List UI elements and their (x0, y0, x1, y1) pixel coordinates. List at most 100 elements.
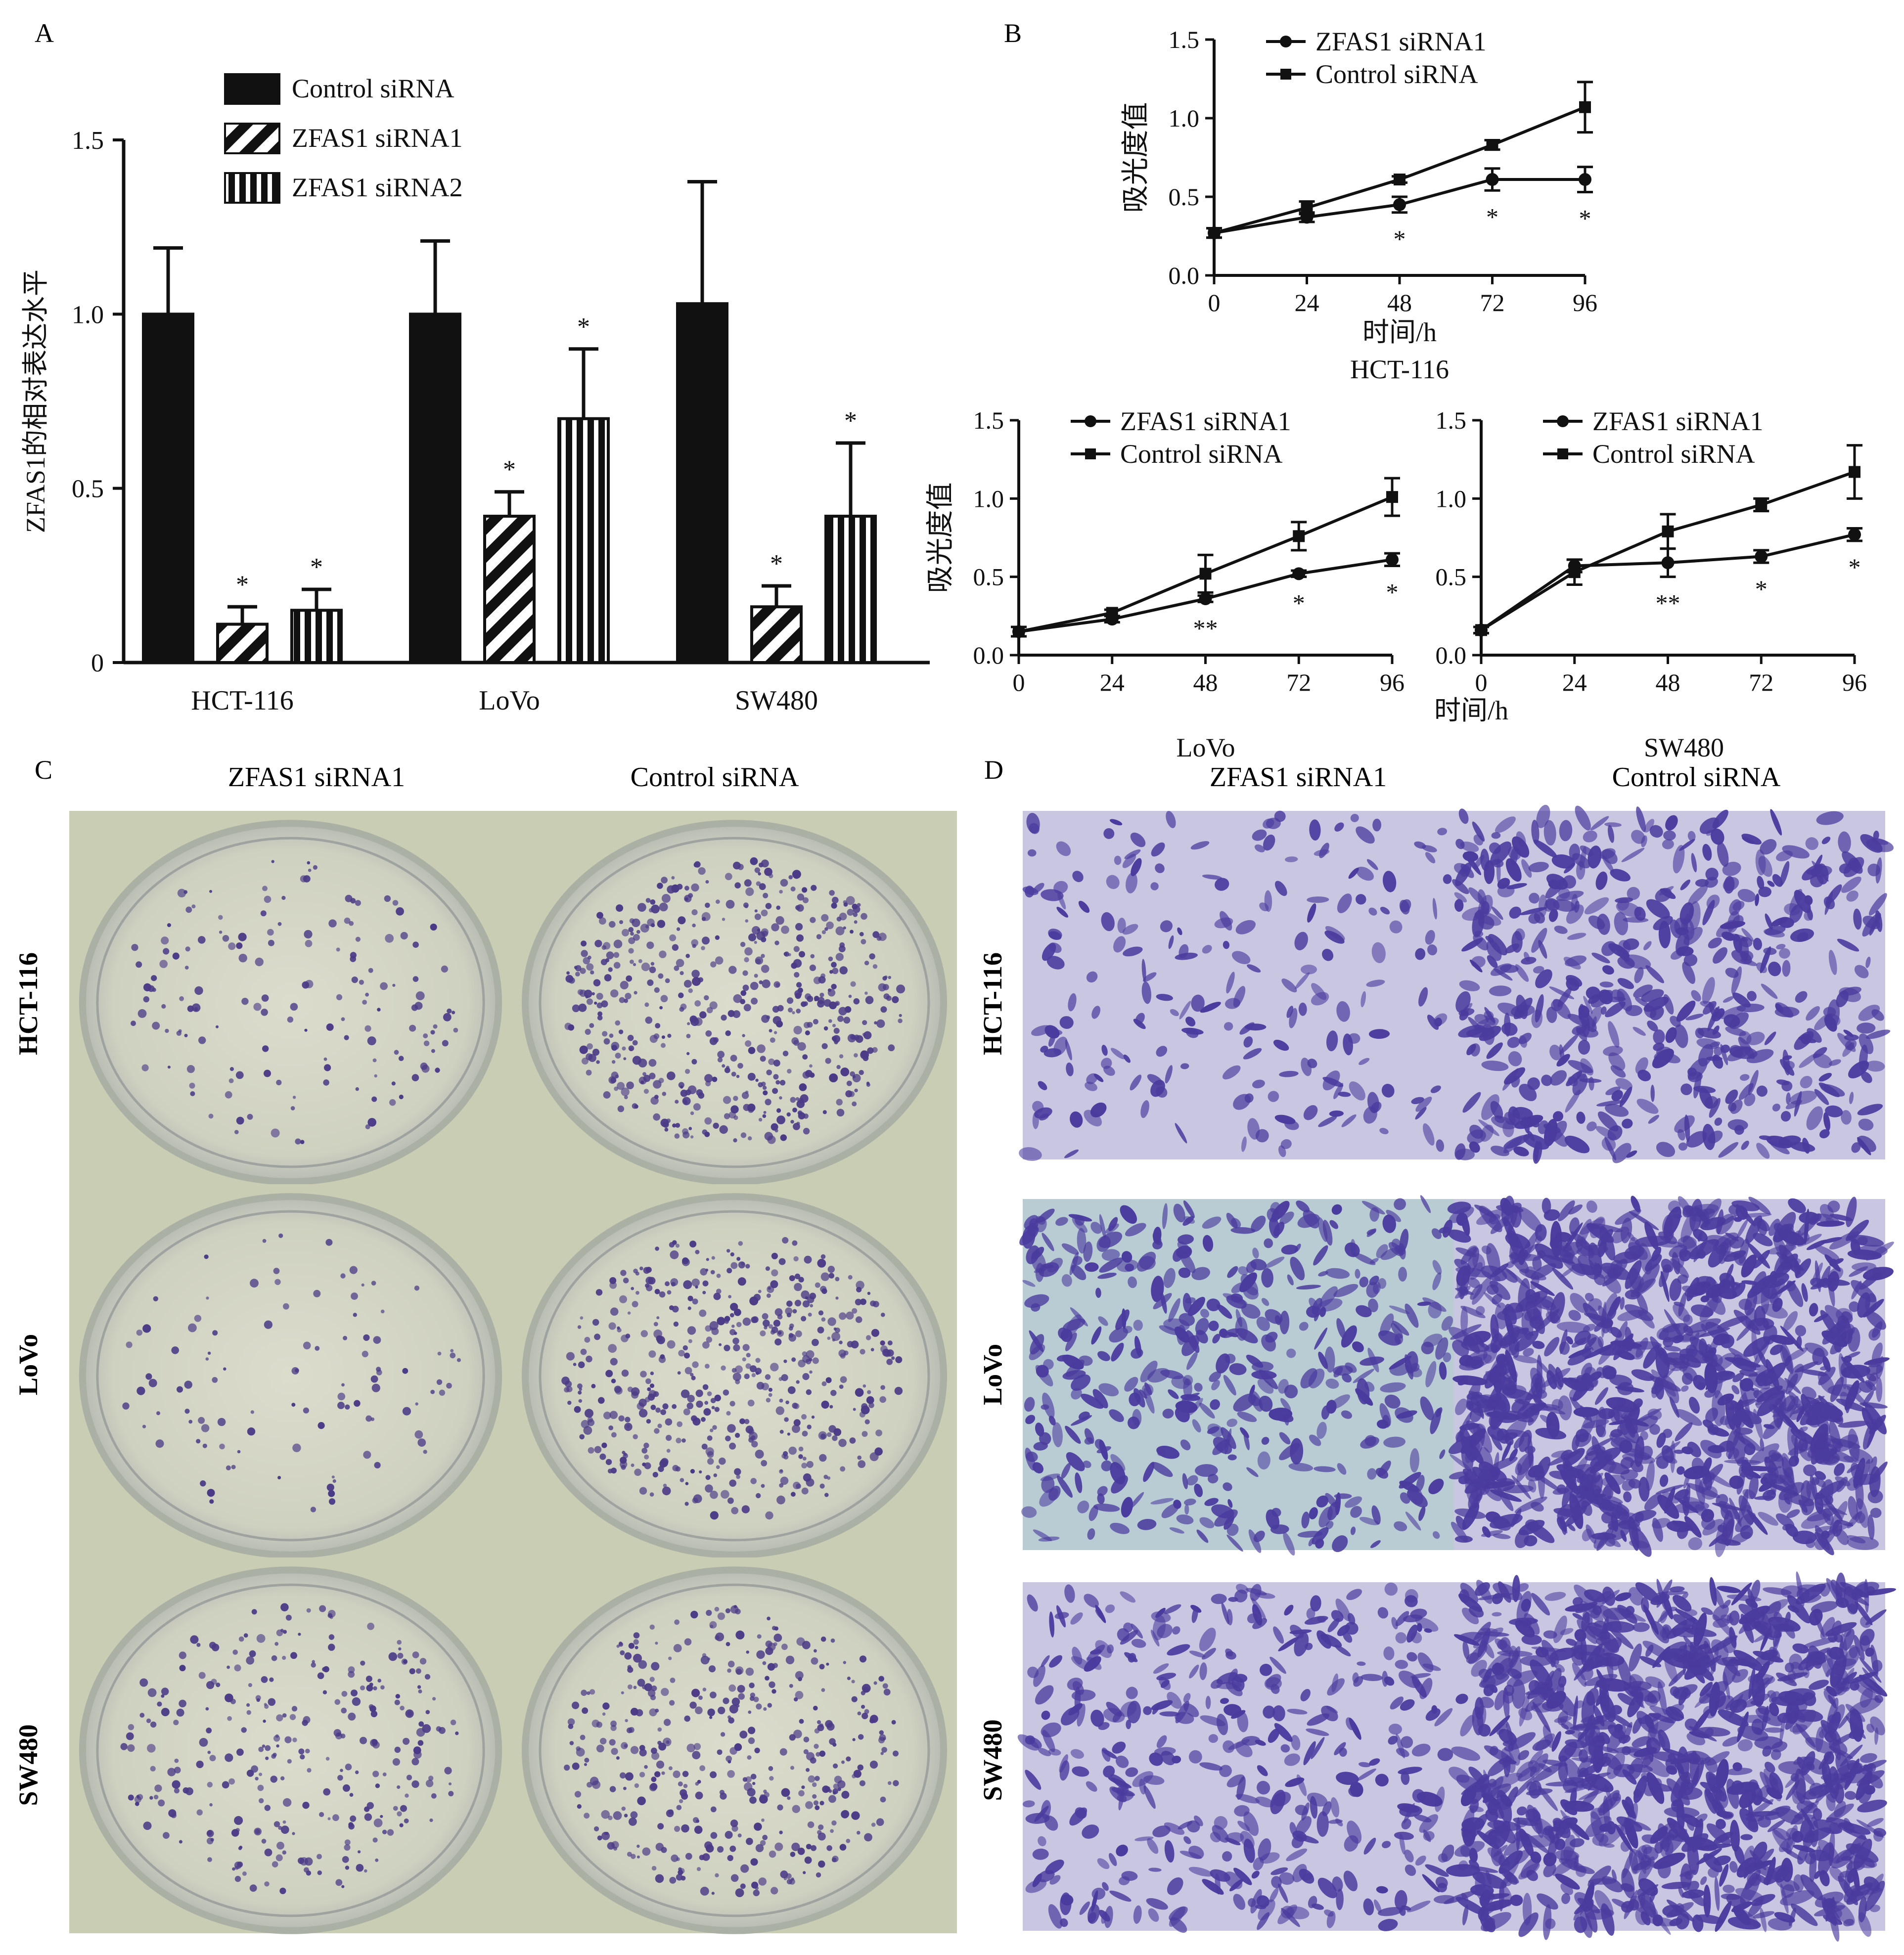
colony-dot (403, 1737, 410, 1745)
colony-dot (612, 1060, 616, 1064)
colony-dot (400, 1805, 407, 1812)
colony-dot (717, 1846, 724, 1853)
colony-dot (658, 973, 664, 979)
colony-dot (364, 1869, 367, 1873)
colony-dot (755, 1078, 759, 1082)
colony-dot (226, 1465, 231, 1470)
colony-dot (443, 1013, 452, 1022)
colony-dot (689, 1241, 697, 1248)
colony-dot (731, 1071, 736, 1077)
colony-dot (578, 1399, 583, 1403)
colony-dot (880, 1796, 886, 1803)
colony-dot (415, 1402, 418, 1406)
colony-dot (581, 940, 587, 947)
colony-dot (694, 1017, 703, 1026)
colony-dot (611, 1748, 618, 1755)
x-tick-label: 0 (1208, 289, 1221, 316)
colony-dot (709, 1001, 718, 1010)
colony-dot (740, 990, 747, 996)
data-point-square (1106, 607, 1118, 619)
stained-cell (1643, 941, 1652, 950)
stained-cell (1459, 980, 1480, 991)
stained-cell (1461, 938, 1483, 952)
significance-marker: * (503, 456, 516, 484)
colony-dot (637, 1796, 646, 1806)
colony-dot (675, 1466, 681, 1472)
colony-dot (300, 1754, 305, 1760)
colony-dot (821, 1400, 829, 1409)
stained-cell (1415, 1107, 1427, 1120)
stained-cell (1519, 1035, 1527, 1048)
colony-dot (659, 1006, 663, 1010)
colony-dot (674, 965, 680, 971)
colony-dot (779, 889, 783, 894)
stained-cell (1223, 940, 1230, 949)
colony-dot (715, 935, 720, 940)
colony-dot (779, 1080, 786, 1086)
colony-dot (250, 1279, 259, 1288)
stained-cell (1481, 1061, 1509, 1071)
stained-cell (1741, 1140, 1749, 1150)
colony-dot (893, 1750, 899, 1757)
stained-cell (1048, 931, 1062, 940)
colony-dot (617, 1105, 625, 1112)
colony-dot (401, 1658, 408, 1665)
stained-cell (1610, 1065, 1626, 1078)
colony-dot (777, 1331, 782, 1335)
colony-dot (859, 1655, 867, 1663)
colony-dot (412, 1651, 419, 1658)
colony-dot (412, 976, 419, 982)
colony-dot (216, 1025, 219, 1028)
bar (750, 605, 803, 664)
petri-dish-rim (539, 1583, 930, 1917)
colony-dot (189, 1082, 195, 1089)
colony-dot (276, 1841, 284, 1850)
colony-dot (574, 1406, 581, 1413)
colony-dot (795, 1097, 800, 1101)
colony-dot (769, 1681, 775, 1688)
colony-dot (620, 980, 629, 989)
colony-dot (258, 1746, 264, 1752)
colony-dot (447, 1008, 452, 1014)
colony-dot (728, 1295, 731, 1298)
colony-dot (787, 1386, 796, 1394)
stained-cell (1027, 849, 1037, 857)
colony-dot (835, 953, 844, 961)
stained-cell (1322, 1070, 1340, 1091)
colony-dot (843, 902, 848, 907)
colony-dot (804, 1022, 810, 1028)
colony-dot (317, 1870, 322, 1875)
stained-cell (1756, 1085, 1768, 1097)
stained-cell (1549, 986, 1575, 999)
legend-label: Control siRNA (1315, 59, 1478, 89)
stained-cell (1595, 1126, 1617, 1140)
colony-dot (234, 1130, 239, 1134)
colony-dot (832, 968, 839, 975)
stained-cell (1591, 952, 1610, 964)
colony-dot (582, 1058, 589, 1065)
colony-dot (851, 1811, 860, 1820)
colony-dot (136, 961, 142, 968)
colony-dot (819, 1483, 825, 1489)
stained-cell (1038, 1081, 1047, 1090)
colony-dot (809, 1064, 813, 1068)
stained-cell (1381, 1084, 1395, 1098)
colony-dot (304, 1028, 308, 1032)
colony-dot (834, 1776, 842, 1783)
colony-dot (830, 1638, 835, 1643)
colony-dot (851, 1035, 856, 1040)
colony-dot (395, 1694, 400, 1699)
colony-dot (209, 1755, 216, 1762)
y-tick-label: 0.5 (1436, 563, 1467, 591)
colony-dot (656, 1316, 660, 1320)
significance-marker: * (236, 571, 249, 599)
legend-label: ZFAS1 siRNA1 (1315, 27, 1487, 56)
colony-dot (841, 1760, 845, 1764)
colony-dot (820, 1636, 826, 1642)
colony-dot (367, 1118, 376, 1127)
colony-dot (831, 902, 837, 909)
colony-dot (730, 1820, 738, 1827)
stained-cell (1842, 851, 1863, 874)
colony-dot (730, 1252, 734, 1257)
colony-dot (807, 1424, 812, 1429)
